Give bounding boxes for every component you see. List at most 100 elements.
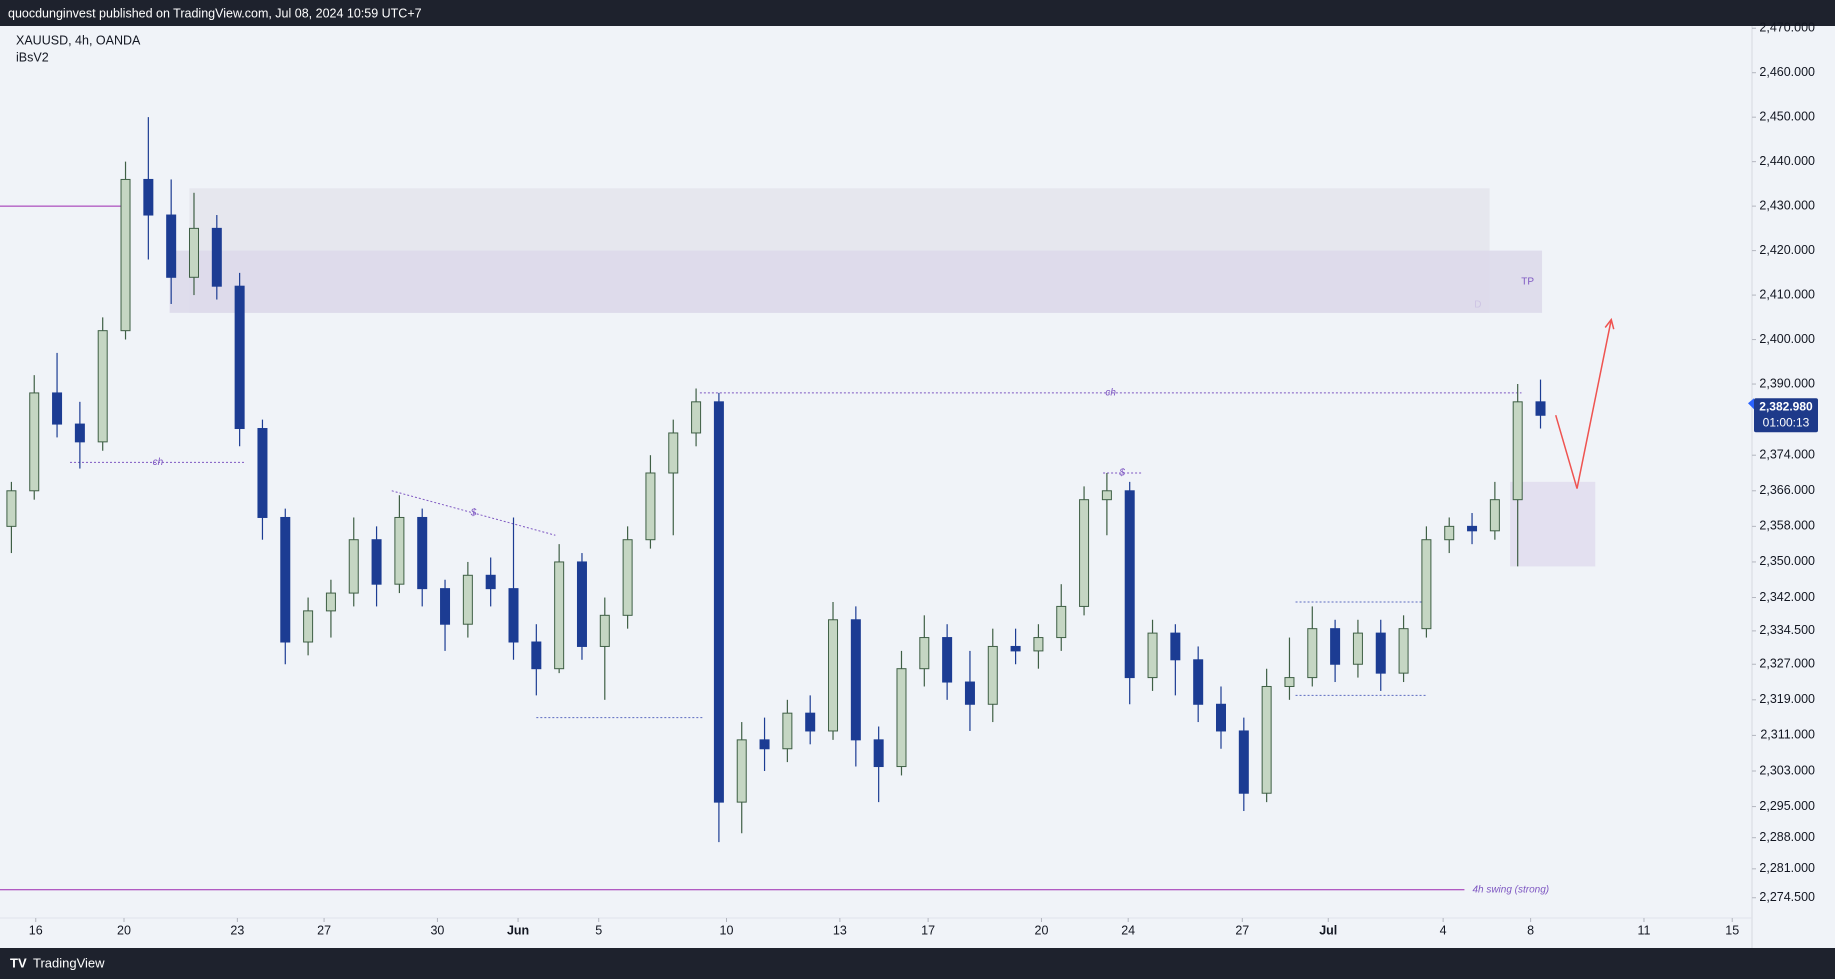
candle-body [394,516,405,585]
last-price-label: 2,382.980 [1759,399,1813,413]
y-tick-label: 2,400.000 [1759,332,1815,346]
candle-body [211,227,222,287]
candle-body [896,668,907,768]
arrow [1555,319,1612,489]
candle-body [919,637,930,670]
y-tick-label: 2,390.000 [1759,376,1815,390]
y-tick-label: 2,334.500 [1759,623,1815,637]
x-tick-label: 13 [833,923,847,937]
candle-body [576,561,587,647]
candle-body [1489,499,1500,532]
x-tick-label: Jul [1319,923,1337,937]
x-tick-label: 10 [720,923,734,937]
y-tick-label: 2,420.000 [1759,243,1815,257]
candle-body [280,516,291,643]
y-tick-label: 2,274.500 [1759,890,1815,904]
x-tick-label: 20 [117,923,131,937]
candle-body [736,739,747,803]
candle-body [942,637,953,683]
candle-body [1124,490,1135,679]
candle-body [1330,628,1341,665]
candle-body [1421,539,1432,630]
candle-body [850,619,861,741]
y-tick-label: 2,295.000 [1759,799,1815,813]
x-tick-label: 20 [1035,923,1049,937]
candle-body [257,428,268,518]
candle-body [417,516,428,590]
candle-body [987,645,998,705]
x-tick-label: 8 [1527,923,1534,937]
candle-body [1444,525,1455,541]
candle-body [782,712,793,750]
x-tick-label: 27 [317,923,331,937]
candle-body [1079,499,1090,607]
countdown: 01:00:13 [1763,415,1810,429]
y-tick-label: 2,358.000 [1759,519,1815,533]
candle-body [1398,628,1409,674]
y-tick-label: 2,342.000 [1759,590,1815,604]
candle-body [74,423,85,443]
candle-body [668,432,679,474]
candle-body [371,539,382,585]
candle-body [1056,605,1067,639]
candle-body [97,330,108,443]
candle-body [348,539,359,594]
candle-body [1193,659,1204,705]
y-tick-label: 2,374.000 [1759,447,1815,461]
y-tick-label: 2,281.000 [1759,861,1815,875]
candle-body [1352,632,1363,665]
candle-body [1170,632,1181,661]
y-tick-label: 2,288.000 [1759,830,1815,844]
y-tick-label: 2,327.000 [1759,657,1815,671]
candle-body [1147,632,1158,679]
x-tick-label: 11 [1637,923,1650,937]
candle-body [166,214,177,278]
chart-subtitle: iBsV2 [16,50,49,64]
candle-body [713,401,724,803]
annotation-label: $ [1118,468,1125,479]
candle-body [691,401,702,434]
candle-body [440,588,451,625]
header-bar [0,0,1835,26]
zone [169,250,1543,313]
annotation-line [391,490,556,536]
candle-body [234,285,245,430]
footer-bar [0,948,1835,979]
y-tick-label: 2,440.000 [1759,154,1815,168]
annotation-label: ch [153,457,164,468]
candle-body [622,539,633,616]
candle-body [1375,632,1386,674]
y-tick-label: 2,303.000 [1759,763,1815,777]
candle-body [188,227,199,278]
candle-body [873,739,884,768]
y-tick-label: 2,366.000 [1759,483,1815,497]
candle-body [508,588,519,643]
zone [1510,481,1596,567]
candle-body [531,641,542,670]
annotation-label: 4h swing (strong) [1472,884,1549,895]
annotation-label: $ [470,508,477,519]
candle-body [1215,703,1226,732]
candle-body [462,574,473,625]
candle-body [1033,637,1044,652]
candle-body [52,392,63,425]
candle-body [1307,628,1318,679]
candle-body [485,574,496,590]
candle-body [1010,645,1021,652]
candle-body [964,681,975,705]
candle-body [303,610,314,643]
candle-body [1535,401,1546,416]
x-tick-label: 16 [29,923,43,937]
candle-body [599,614,610,647]
x-tick-label: 27 [1235,923,1249,937]
candle-body [1101,490,1112,501]
chart-title: XAUUSD, 4h, OANDA [16,33,141,47]
annotation-label: ch [1105,388,1116,399]
candle-body [759,739,770,750]
x-tick-label: 4 [1440,923,1447,937]
footer-logo: TV [10,955,27,970]
candle-body [325,592,336,612]
y-tick-label: 2,311.000 [1760,728,1815,742]
